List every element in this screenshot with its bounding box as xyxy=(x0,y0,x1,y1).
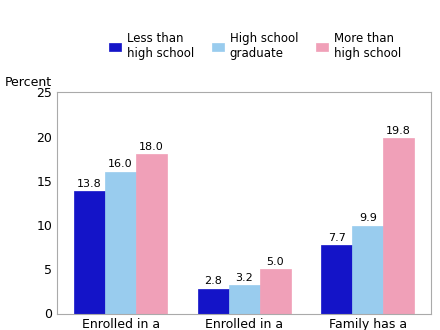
Bar xyxy=(105,172,136,314)
Text: 18.0: 18.0 xyxy=(139,142,164,152)
Text: 9.9: 9.9 xyxy=(359,213,377,223)
Bar xyxy=(352,226,383,314)
Text: Percent: Percent xyxy=(4,76,51,89)
Bar xyxy=(383,138,414,313)
Text: 7.7: 7.7 xyxy=(328,233,346,243)
Text: 13.8: 13.8 xyxy=(77,179,102,189)
Text: 5.0: 5.0 xyxy=(266,257,284,267)
Bar xyxy=(260,269,290,314)
Text: 16.0: 16.0 xyxy=(108,159,133,169)
Bar xyxy=(198,289,229,314)
Text: 3.2: 3.2 xyxy=(235,273,253,282)
Bar xyxy=(229,285,260,314)
Legend: Less than
high school, High school
graduate, More than
high school: Less than high school, High school gradu… xyxy=(110,32,401,60)
Text: 2.8: 2.8 xyxy=(204,276,222,286)
Bar xyxy=(74,191,105,314)
Text: 19.8: 19.8 xyxy=(386,126,411,136)
Bar xyxy=(136,154,167,314)
Bar xyxy=(322,246,352,314)
